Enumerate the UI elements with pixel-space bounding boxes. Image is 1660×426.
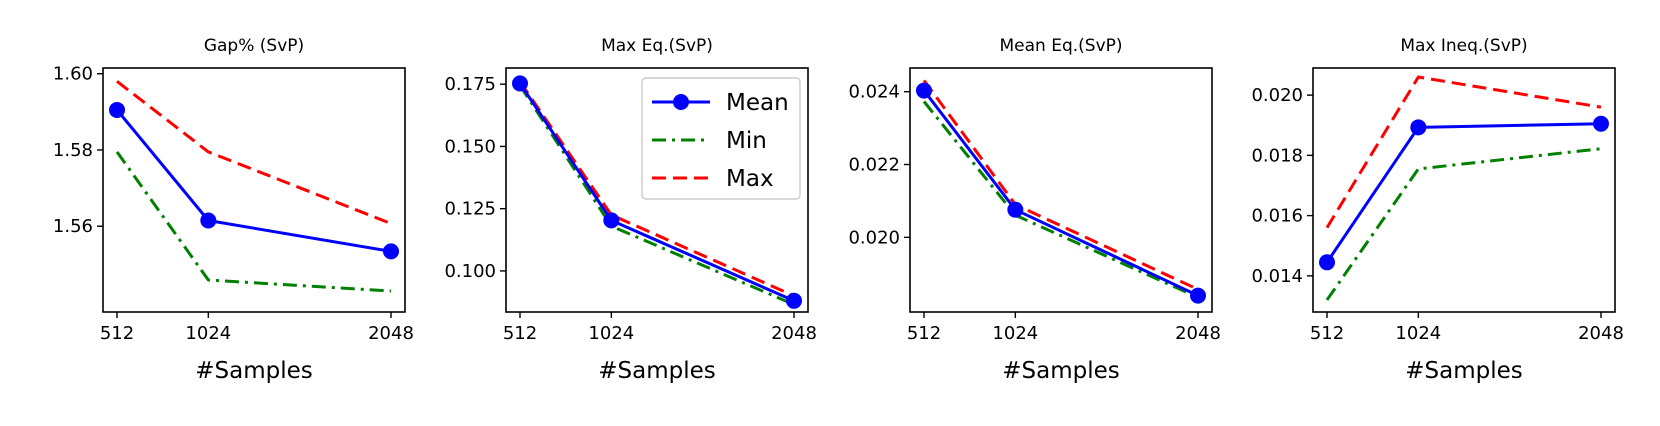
chart-title: Max Ineq.(SvP) bbox=[1400, 36, 1527, 56]
chart-title: Mean Eq.(SvP) bbox=[999, 36, 1122, 56]
data-point-mean bbox=[383, 243, 399, 260]
subplot-mean-eq: Mean Eq.(SvP) 512 1024 2048 0.020 0.022 0.024 #… bbox=[848, 36, 1220, 384]
x-tick-label: 2048 bbox=[1175, 323, 1221, 344]
plot-frame bbox=[102, 67, 406, 313]
x-axis-label: #Samples bbox=[195, 358, 313, 384]
y-tick-label: 1.58 bbox=[53, 140, 93, 161]
y-tick-label: 0.100 bbox=[444, 261, 496, 282]
y-tick-label: 0.125 bbox=[444, 199, 496, 220]
plot-frame bbox=[1312, 67, 1616, 313]
series-line-max bbox=[518, 80, 795, 298]
data-point-mean bbox=[1007, 201, 1024, 218]
data-point-mean bbox=[1319, 254, 1335, 271]
x-axis-label: #Samples bbox=[1405, 358, 1523, 384]
subplot-max-ineq: Max Ineq.(SvP) 512 1024 2048 0.014 0.016 0.018… bbox=[1251, 36, 1623, 384]
y-tick-label: 0.020 bbox=[848, 227, 900, 248]
y-tick-label: 0.022 bbox=[848, 155, 900, 176]
series-line-min bbox=[1325, 147, 1602, 301]
y-tick-label: 0.018 bbox=[1251, 145, 1303, 166]
legend: Mean Min Max bbox=[641, 77, 801, 200]
x-tick-label: 512 bbox=[1310, 323, 1344, 344]
x-tick-label: 2048 bbox=[1578, 323, 1624, 344]
data-point-mean bbox=[109, 101, 125, 118]
series-line-max bbox=[116, 80, 392, 225]
legend-label-mean: Mean bbox=[726, 90, 789, 116]
legend-label-min: Min bbox=[726, 128, 767, 154]
data-point-mean bbox=[786, 292, 802, 309]
series-line-min bbox=[115, 151, 392, 293]
series-line-mean bbox=[115, 108, 392, 253]
series-line-max bbox=[1325, 75, 1602, 229]
y-tick-label: 0.175 bbox=[444, 74, 496, 95]
data-point-mean bbox=[1410, 119, 1427, 136]
y-tick-label: 0.150 bbox=[444, 136, 496, 157]
data-point-mean bbox=[1593, 115, 1609, 132]
y-tick-label: 0.020 bbox=[1251, 85, 1303, 106]
data-point-mean bbox=[916, 82, 932, 99]
data-point-mean bbox=[1190, 287, 1206, 304]
y-tick-label: 1.60 bbox=[53, 64, 93, 85]
x-axis-label: #Samples bbox=[598, 358, 716, 384]
x-tick-label: 1024 bbox=[992, 323, 1038, 344]
x-tick-label: 2048 bbox=[771, 323, 817, 344]
series-line-max bbox=[922, 79, 1199, 291]
plot-frame bbox=[505, 67, 809, 313]
data-point-mean bbox=[200, 212, 217, 229]
data-point-mean bbox=[603, 212, 620, 229]
x-tick-label: 2048 bbox=[368, 323, 414, 344]
y-tick-label: 0.024 bbox=[848, 82, 900, 103]
chart-title: Max Eq.(SvP) bbox=[601, 36, 713, 56]
data-point-mean bbox=[512, 75, 528, 92]
legend-label-max: Max bbox=[726, 166, 774, 192]
y-tick-label: 0.014 bbox=[1251, 266, 1303, 287]
plot-frame bbox=[909, 67, 1213, 313]
series-line-mean bbox=[922, 89, 1199, 297]
x-axis-label: #Samples bbox=[1002, 358, 1120, 384]
legend-marker-mean bbox=[673, 94, 689, 110]
y-tick-label: 0.016 bbox=[1251, 206, 1303, 227]
subplot-gap: Gap% (SvP) 512 1024 2048 1.56 1.58 1.60 #Sample… bbox=[53, 36, 414, 384]
chart-title: Gap% (SvP) bbox=[204, 36, 304, 56]
x-tick-label: 512 bbox=[100, 323, 134, 344]
x-tick-label: 1024 bbox=[1395, 323, 1441, 344]
series-line-min bbox=[922, 100, 1199, 299]
x-tick-label: 512 bbox=[503, 323, 537, 344]
y-tick-label: 1.56 bbox=[53, 216, 93, 237]
subplot-max-eq: Max Eq.(SvP) 512 1024 2048 0.100 0.125 0.150 0.… bbox=[444, 36, 816, 384]
x-tick-label: 1024 bbox=[185, 323, 231, 344]
x-tick-label: 1024 bbox=[588, 323, 634, 344]
x-tick-label: 512 bbox=[907, 323, 941, 344]
